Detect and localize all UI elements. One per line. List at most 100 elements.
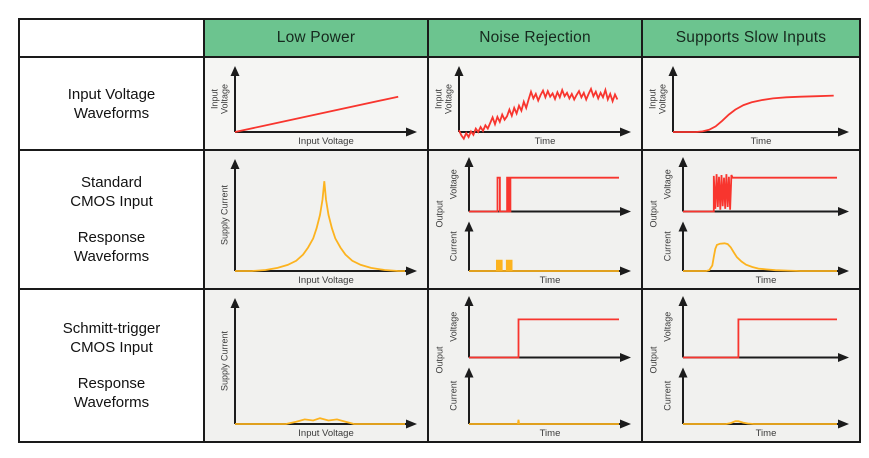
y-axis-arrow-icon xyxy=(678,221,688,232)
waveform-svg: Voltage Current Output Time xyxy=(648,157,849,286)
y-axis-label: Voltage xyxy=(662,169,672,199)
x-axis-arrow-icon xyxy=(838,353,849,362)
x-axis-label: Time xyxy=(540,428,561,439)
waveform-comparison-table: Low Power Noise Rejection Supports Slow … xyxy=(18,18,861,443)
y-axis-arrow-icon xyxy=(464,296,474,306)
row-label-line: CMOS Input xyxy=(70,339,153,356)
waveform-svg: Supply Current Input Voltage xyxy=(219,159,417,286)
y-axis-label: Voltage xyxy=(219,84,229,114)
y-axis-label: Output xyxy=(434,200,444,228)
x-axis-label: Time xyxy=(756,275,777,286)
header-corner-cell xyxy=(20,20,205,58)
y-axis-label: Voltage xyxy=(448,312,458,342)
waveform-line xyxy=(683,318,837,359)
y-axis-label: Current xyxy=(662,231,672,262)
header-cell-low-power: Low Power xyxy=(205,20,429,58)
x-axis-label: Input Voltage xyxy=(298,275,353,286)
waveform-line xyxy=(683,420,837,425)
y-axis-label: Output xyxy=(434,346,444,374)
row-label-input-voltage-waveforms: Input Voltage Waveforms xyxy=(20,58,205,151)
y-axis-label: Supply Current xyxy=(219,330,229,391)
y-axis-label: Current xyxy=(448,231,458,262)
waveform-line xyxy=(683,174,837,213)
x-axis-arrow-icon xyxy=(838,207,849,216)
waveform-svg: Voltage Current Output Time xyxy=(648,296,849,439)
waveform-svg: Input Voltage Input Voltage xyxy=(209,66,417,147)
x-axis-arrow-icon xyxy=(620,207,631,216)
row-label-line: Waveforms xyxy=(73,104,150,122)
waveform-svg: Input Voltage Time xyxy=(433,66,631,147)
chart-schmitt-cmos-slow-inputs: Voltage Current Output Time xyxy=(643,290,859,441)
y-axis-label: Current xyxy=(448,380,458,411)
row-label-line: Schmitt-trigger xyxy=(62,320,161,337)
y-axis-arrow-icon xyxy=(454,66,464,76)
x-axis-label: Time xyxy=(756,428,777,439)
chart-input-voltage-low-power: Input Voltage Input Voltage xyxy=(205,58,429,151)
chart-standard-cmos-noise-rejection: Voltage Current Output Time xyxy=(429,151,643,290)
y-axis-label: Input xyxy=(647,88,657,109)
waveform-line xyxy=(673,94,834,133)
y-axis-arrow-icon xyxy=(464,367,474,378)
x-axis-arrow-icon xyxy=(620,127,631,137)
y-axis-label: Output xyxy=(648,346,658,374)
y-axis-arrow-icon xyxy=(678,157,688,167)
waveform-svg: Voltage Current Output Time xyxy=(434,296,631,439)
x-axis-arrow-icon xyxy=(620,353,631,362)
y-axis-label: Voltage xyxy=(443,84,453,114)
waveform-line xyxy=(235,417,405,425)
chart-schmitt-cmos-noise-rejection: Voltage Current Output Time xyxy=(429,290,643,441)
x-axis-arrow-icon xyxy=(838,266,849,276)
y-axis-arrow-icon xyxy=(678,367,688,378)
y-axis-label: Voltage xyxy=(657,84,667,114)
row-label-line: Waveforms xyxy=(73,394,150,411)
y-axis-arrow-icon xyxy=(678,296,688,306)
row-label-line: Response xyxy=(77,229,146,246)
y-axis-label: Voltage xyxy=(662,312,672,342)
y-axis-label: Output xyxy=(648,200,658,228)
waveform-line xyxy=(458,86,619,141)
header-label-noise-rejection: Noise Rejection xyxy=(479,29,591,46)
chart-input-voltage-noise-rejection: Input Voltage Time xyxy=(429,58,643,151)
header-label-low-power: Low Power xyxy=(276,29,356,46)
waveform-svg: Supply Current Input Voltage xyxy=(219,298,417,439)
row-label-schmitt-trigger-cmos-input: Schmitt-trigger CMOS Input Response Wavefor… xyxy=(20,290,205,441)
x-axis-arrow-icon xyxy=(838,127,849,137)
y-axis-arrow-icon xyxy=(464,157,474,167)
waveform-line xyxy=(235,181,405,272)
y-axis-label: Supply Current xyxy=(219,184,229,245)
y-axis-label: Input xyxy=(209,88,219,109)
x-axis-label: Time xyxy=(540,275,561,286)
chart-schmitt-cmos-low-power: Supply Current Input Voltage xyxy=(205,290,429,441)
chart-input-voltage-slow-inputs: Input Voltage Time xyxy=(643,58,859,151)
row-label-line: Response xyxy=(77,375,146,392)
x-axis-arrow-icon xyxy=(406,266,417,276)
x-axis-arrow-icon xyxy=(406,419,417,429)
waveform-line xyxy=(469,419,619,425)
row-label-line: Input Voltage xyxy=(67,85,156,103)
waveform-line xyxy=(469,318,619,359)
waveform-svg: Input Voltage Time xyxy=(647,66,849,147)
waveform-line xyxy=(234,95,399,133)
x-axis-label: Input Voltage xyxy=(298,428,353,439)
waveform-line xyxy=(683,242,837,272)
waveform-line xyxy=(469,176,619,213)
y-axis-arrow-icon xyxy=(230,298,240,308)
y-axis-arrow-icon xyxy=(464,221,474,232)
chart-standard-cmos-low-power: Supply Current Input Voltage xyxy=(205,151,429,290)
row-label-standard-cmos-input: Standard CMOS Input Response Waveforms xyxy=(20,151,205,290)
waveform-line xyxy=(469,259,619,272)
header-label-supports-slow-inputs: Supports Slow Inputs xyxy=(675,29,827,46)
x-axis-arrow-icon xyxy=(620,419,631,429)
waveform-svg: Voltage Current Output Time xyxy=(434,157,631,286)
y-axis-arrow-icon xyxy=(230,159,240,169)
x-axis-arrow-icon xyxy=(620,266,631,276)
header-cell-noise-rejection: Noise Rejection xyxy=(429,20,643,58)
row-label-line: Waveforms xyxy=(73,248,150,265)
x-axis-label: Input Voltage xyxy=(298,136,353,147)
y-axis-arrow-icon xyxy=(230,66,240,76)
chart-standard-cmos-slow-inputs: Voltage Current Output Time xyxy=(643,151,859,290)
x-axis-arrow-icon xyxy=(406,127,417,137)
x-axis-arrow-icon xyxy=(838,419,849,429)
row-label-line: Standard xyxy=(81,174,142,191)
